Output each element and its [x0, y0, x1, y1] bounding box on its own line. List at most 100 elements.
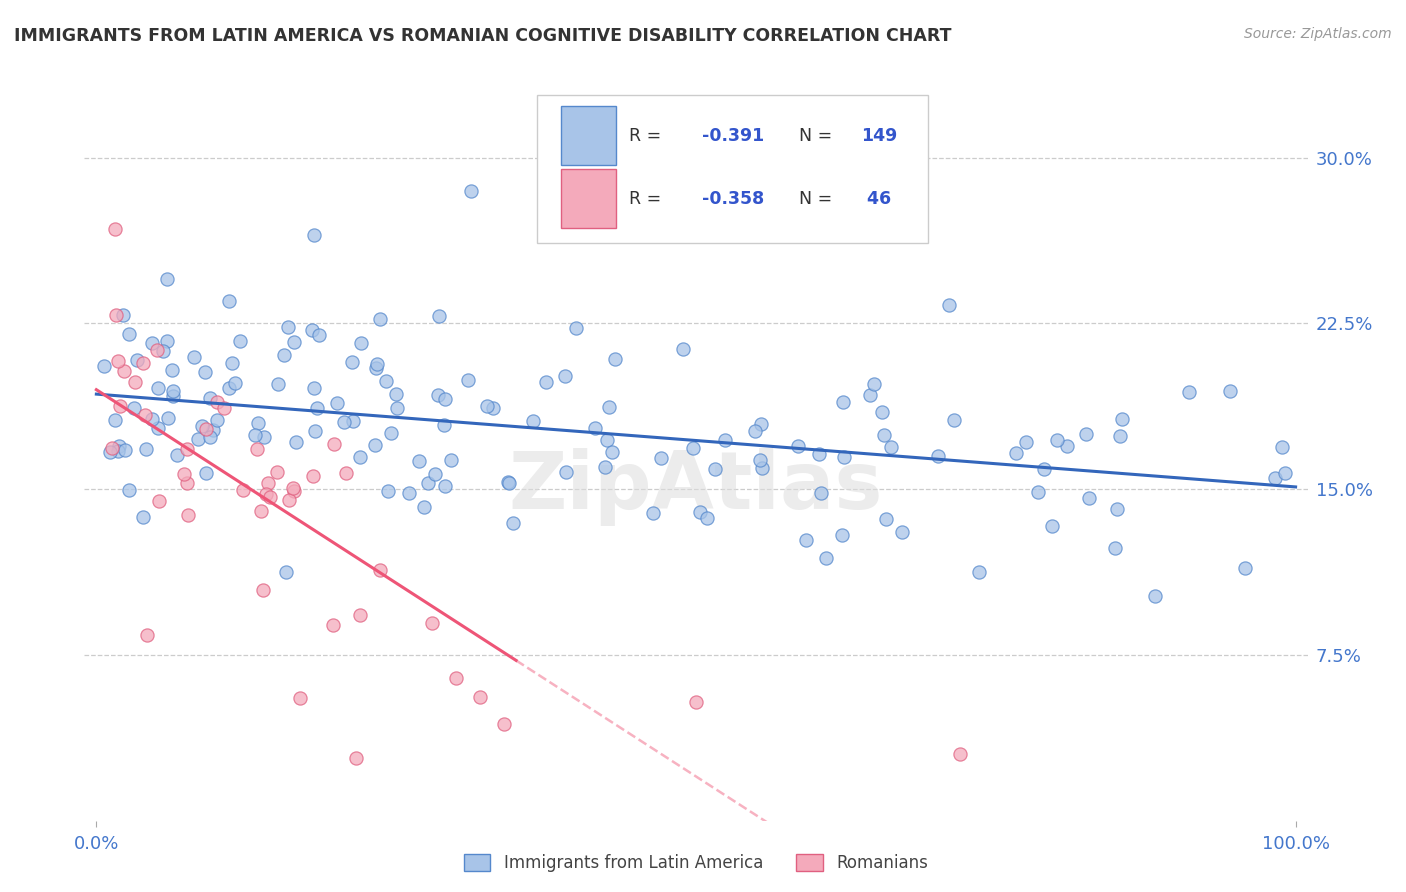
- Point: [1271, 441, 1294, 455]
- Point: [301, 469, 323, 483]
- Point: [564, 321, 586, 335]
- Point: [277, 319, 299, 334]
- Point: [283, 481, 305, 495]
- Point: [880, 440, 903, 454]
- Point: [444, 671, 467, 685]
- Point: [177, 508, 200, 522]
- Point: [349, 608, 371, 623]
- Point: [1264, 471, 1286, 485]
- Text: N =: N =: [787, 127, 832, 145]
- Point: [114, 443, 136, 458]
- Point: [927, 450, 949, 464]
- Point: [408, 454, 430, 468]
- Point: [117, 327, 139, 342]
- Point: [212, 401, 235, 416]
- Point: [290, 691, 312, 706]
- Point: [600, 445, 623, 459]
- Point: [1056, 440, 1078, 454]
- Point: [141, 411, 163, 425]
- Point: [794, 533, 817, 548]
- Point: [1015, 435, 1038, 450]
- Point: [1177, 385, 1199, 400]
- Point: [502, 516, 524, 531]
- Point: [596, 433, 619, 447]
- Point: [308, 328, 330, 343]
- Point: [598, 400, 620, 414]
- Point: [377, 483, 399, 498]
- Point: [218, 293, 240, 308]
- Point: [398, 486, 420, 500]
- Point: [1219, 384, 1241, 398]
- Point: [254, 487, 277, 501]
- FancyBboxPatch shape: [561, 169, 616, 228]
- Point: [173, 467, 195, 481]
- Point: [125, 352, 148, 367]
- Point: [349, 450, 371, 465]
- Point: [859, 388, 882, 402]
- Point: [135, 442, 157, 456]
- Point: [131, 356, 153, 370]
- Point: [250, 504, 273, 518]
- Point: [384, 387, 406, 401]
- Point: [433, 417, 456, 432]
- Point: [304, 424, 326, 438]
- FancyBboxPatch shape: [537, 95, 928, 244]
- Point: [828, 844, 851, 858]
- Point: [413, 500, 436, 514]
- Point: [832, 450, 855, 465]
- Point: [176, 475, 198, 490]
- Point: [112, 364, 135, 378]
- Point: [1004, 446, 1026, 460]
- Point: [273, 348, 295, 362]
- Point: [229, 334, 252, 348]
- Point: [221, 356, 243, 370]
- Point: [375, 374, 398, 388]
- Text: 149: 149: [860, 127, 897, 145]
- Point: [194, 365, 217, 379]
- Point: [863, 377, 886, 392]
- Point: [105, 309, 128, 323]
- Point: [595, 459, 617, 474]
- Point: [696, 511, 718, 525]
- Point: [107, 439, 129, 453]
- Point: [335, 467, 357, 481]
- Point: [1078, 491, 1101, 505]
- Point: [423, 467, 446, 481]
- Point: [420, 616, 443, 631]
- Point: [703, 462, 725, 476]
- Point: [194, 466, 217, 480]
- Text: -0.391: -0.391: [702, 127, 765, 145]
- Point: [111, 308, 134, 322]
- Point: [103, 413, 125, 427]
- Point: [364, 361, 387, 376]
- Point: [943, 412, 966, 426]
- Point: [814, 551, 837, 566]
- Point: [1046, 434, 1069, 448]
- Point: [301, 323, 323, 337]
- Point: [749, 453, 772, 467]
- Point: [1144, 589, 1167, 603]
- Point: [232, 483, 254, 498]
- Point: [554, 465, 576, 479]
- Point: [366, 357, 388, 371]
- Point: [104, 221, 127, 235]
- Point: [247, 417, 270, 431]
- Point: [283, 334, 305, 349]
- Point: [434, 479, 457, 493]
- Point: [224, 376, 246, 391]
- Point: [1234, 561, 1257, 575]
- Point: [162, 389, 184, 403]
- Legend: Immigrants from Latin America, Romanians: Immigrants from Latin America, Romanians: [457, 847, 935, 879]
- Point: [807, 447, 830, 461]
- Point: [498, 476, 520, 491]
- Point: [418, 475, 440, 490]
- Point: [457, 373, 479, 387]
- Point: [156, 411, 179, 425]
- Point: [187, 432, 209, 446]
- Point: [368, 311, 391, 326]
- Point: [641, 506, 664, 520]
- Point: [176, 442, 198, 457]
- Point: [342, 355, 364, 369]
- Point: [1111, 412, 1133, 426]
- FancyBboxPatch shape: [561, 106, 616, 165]
